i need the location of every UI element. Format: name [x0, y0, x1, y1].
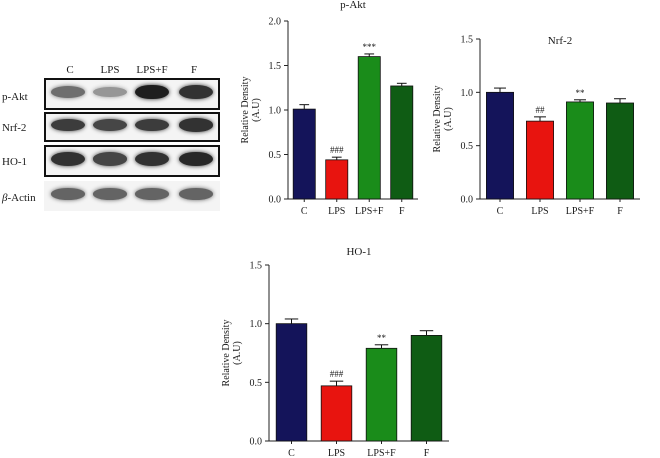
bar: [526, 120, 555, 200]
blot-row-beta-actin: [44, 181, 220, 211]
lane-label-c: C: [66, 64, 74, 76]
y-tick-label: 1.5: [269, 61, 282, 72]
y-tick-label: 0.5: [269, 150, 282, 161]
significance-label: ###: [330, 145, 344, 155]
chart-p-akt: p-Akt 0.0 0.5 1.0 1.5 2.0 Relative Density (A.U…: [240, 0, 418, 217]
blot-band: [93, 87, 127, 97]
blot-band: [179, 118, 213, 132]
bar: [605, 102, 634, 200]
bar: [320, 385, 353, 442]
blot-row-ho-1: [44, 145, 220, 177]
blot-band: [135, 151, 169, 167]
row-label-nrf-2: Nrf-2: [2, 122, 27, 134]
x-tick-label: LPS: [328, 448, 345, 458]
blot-band: [93, 188, 127, 200]
y-tick-label: 2.0: [269, 17, 282, 28]
bar: [292, 108, 316, 200]
significance-label: ***: [363, 42, 377, 52]
blot-band: [135, 118, 169, 132]
x-tick-label: F: [399, 206, 405, 217]
blot-band: [51, 151, 85, 167]
y-tick-label: 1.5: [461, 35, 474, 46]
blot-band: [135, 84, 169, 100]
x-tick-label: F: [424, 448, 430, 458]
y-tick-label: 0.0: [250, 437, 263, 448]
y-axis-label: Relative Density: [432, 86, 443, 153]
bar: [486, 91, 515, 200]
western-blot-panel: C LPS LPS+F F p-Akt Nrf-2 HO-1 β-Actin: [0, 0, 230, 220]
significance-label: ###: [330, 369, 344, 379]
bar: [275, 323, 308, 442]
y-axis-label: Relative Density: [221, 320, 232, 387]
lane-label-f: F: [190, 64, 198, 76]
bar: [410, 335, 443, 442]
blot-band: [93, 118, 127, 132]
row-label-beta-actin: β-Actin: [2, 192, 36, 204]
y-tick-label: 1.0: [269, 106, 282, 117]
blot-band: [135, 188, 169, 200]
chart-title: Nrf-2: [548, 35, 572, 47]
y-tick-label: 0.0: [269, 195, 282, 206]
y-axis-label-unit: (A.U): [251, 98, 262, 122]
blot-band: [51, 188, 85, 200]
blot-band: [51, 118, 85, 132]
blot-row-nrf-2: [44, 112, 220, 142]
row-label-p-akt: p-Akt: [2, 91, 28, 103]
beta-symbol: β: [2, 192, 8, 204]
x-tick-label: C: [497, 206, 504, 217]
bar: [357, 56, 381, 200]
significance-label: **: [576, 88, 586, 98]
chart-title: HO-1: [346, 246, 371, 258]
blot-band: [51, 86, 85, 98]
row-label-actin-text: -Actin: [7, 192, 36, 204]
x-tick-label: C: [301, 206, 308, 217]
y-tick-label: 1.5: [250, 261, 263, 272]
chart-nrf-2: Nrf-2 0.0 0.5 1.0 1.5 Relative Density (A.U) C #…: [432, 35, 640, 217]
bar: [325, 159, 349, 200]
significance-label: ##: [536, 105, 546, 115]
y-axis-label-unit: (A.U): [232, 341, 243, 365]
significance-label: **: [377, 333, 387, 343]
blot-band: [179, 84, 213, 100]
blot-band: [93, 152, 127, 166]
x-tick-label: LPS+F: [367, 448, 396, 458]
blot-row-p-akt: [44, 78, 220, 110]
y-axis-label: Relative Density: [240, 77, 251, 144]
y-tick-label: 1.0: [250, 319, 263, 330]
chart-title: p-Akt: [340, 0, 366, 11]
lane-label-lps: LPS: [100, 64, 120, 76]
y-tick-label: 0.5: [250, 378, 263, 389]
y-tick-label: 0.0: [461, 195, 474, 206]
y-axis-label-unit: (A.U): [443, 107, 454, 131]
bar: [565, 101, 594, 200]
bar: [390, 85, 414, 200]
blot-band: [179, 188, 213, 200]
lane-label-lps-f: LPS+F: [136, 64, 168, 76]
y-tick-label: 1.0: [461, 88, 474, 99]
blot-band: [179, 151, 213, 167]
bar: [365, 347, 398, 442]
x-tick-label: C: [288, 448, 295, 458]
x-tick-label: LPS+F: [566, 206, 595, 217]
x-tick-label: LPS: [531, 206, 548, 217]
x-tick-label: F: [617, 206, 623, 217]
chart-ho-1: HO-1 0.0 0.5 1.0 1.5 Relative Density (A.U) C ##…: [221, 246, 449, 458]
x-tick-label: LPS+F: [355, 206, 384, 217]
x-tick-label: LPS: [328, 206, 345, 217]
y-tick-label: 0.5: [461, 141, 474, 152]
row-label-ho-1: HO-1: [2, 156, 28, 168]
